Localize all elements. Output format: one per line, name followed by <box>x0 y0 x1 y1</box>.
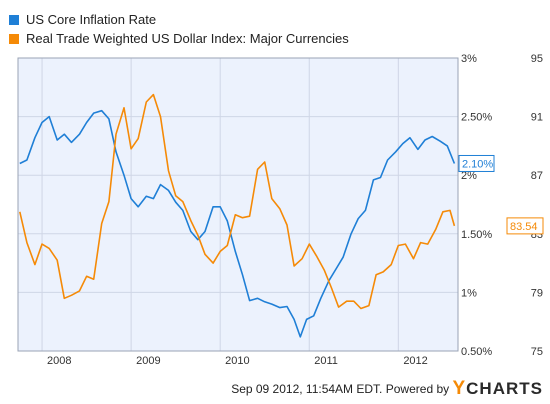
last-value-label-core-inflation: 2.10% <box>462 158 493 170</box>
legend-swatch-blue <box>9 15 19 25</box>
last-value-label-dollar-index: 83.54 <box>510 221 538 233</box>
series-line-core-inflation <box>19 109 456 338</box>
legend-item-dollar-index: Real Trade Weighted US Dollar Index: Maj… <box>9 31 349 46</box>
y-left-tick-label: 0.50% <box>461 346 492 358</box>
y-left-tick-label: 1.50% <box>461 229 492 241</box>
y-left-tick-label: 3% <box>461 53 477 65</box>
last-value-badge-core-inflation <box>458 154 495 172</box>
x-tick-label: 2010 <box>225 355 249 367</box>
x-tick-label: 2012 <box>403 355 427 367</box>
legend-swatch-orange <box>9 34 19 44</box>
y-right-tick-label: 79 <box>531 287 543 299</box>
x-tick-label: 2009 <box>136 355 160 367</box>
plot-area <box>18 58 458 351</box>
y-right-tick-label: 91 <box>531 112 543 124</box>
y-right-tick-label: 95 <box>531 53 543 65</box>
ycharts-logo[interactable]: YCHARTS <box>452 378 543 399</box>
ycharts-logo-text: CHARTS <box>466 379 543 398</box>
x-tick-label: 2011 <box>314 355 338 367</box>
series-line-dollar-index <box>19 93 456 310</box>
y-left-tick-label: 2% <box>461 170 477 182</box>
legend-item-core-inflation: US Core Inflation Rate <box>9 12 156 27</box>
legend-label-core-inflation: US Core Inflation Rate <box>26 12 157 27</box>
legend-label-dollar-index: Real Trade Weighted US Dollar Index: Maj… <box>26 31 349 46</box>
y-left-tick-label: 2.50% <box>461 112 492 124</box>
timestamp: Sep 09 2012, 11:54AM EDT. <box>231 382 383 396</box>
y-right-tick-label: 75 <box>531 346 543 358</box>
powered-by-label: Powered by <box>385 382 450 396</box>
last-value-badge-dollar-index <box>506 217 544 235</box>
y-right-tick-label: 87 <box>531 170 543 182</box>
x-tick-label: 2008 <box>47 355 71 367</box>
y-left-tick-label: 1% <box>461 287 477 299</box>
ycharts-logo-y: Y <box>452 378 467 399</box>
chart-footer: Sep 09 2012, 11:54AM EDT. Powered by YCH… <box>0 378 543 400</box>
plot-border <box>17 57 459 352</box>
